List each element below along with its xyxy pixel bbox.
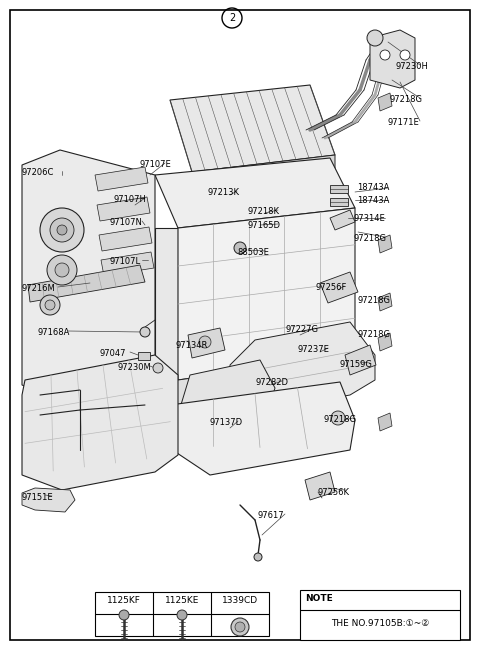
Text: 97168A: 97168A — [38, 328, 71, 337]
Text: 97216M: 97216M — [22, 284, 56, 293]
Text: 97237E: 97237E — [298, 345, 330, 354]
Circle shape — [231, 618, 249, 636]
Circle shape — [400, 50, 410, 60]
Circle shape — [254, 553, 262, 561]
Polygon shape — [320, 272, 358, 303]
Circle shape — [40, 295, 60, 315]
Text: 97047: 97047 — [100, 349, 127, 358]
Polygon shape — [99, 227, 152, 251]
Text: 1125KE: 1125KE — [165, 596, 199, 605]
Circle shape — [367, 30, 383, 46]
Polygon shape — [180, 360, 275, 435]
Text: 88503E: 88503E — [237, 248, 269, 257]
Text: 1125KF: 1125KF — [107, 596, 141, 605]
Text: 97137D: 97137D — [210, 418, 243, 427]
Text: 97165D: 97165D — [248, 221, 281, 230]
Polygon shape — [345, 345, 376, 375]
Polygon shape — [155, 158, 355, 228]
Text: 97218G: 97218G — [354, 234, 387, 243]
Bar — [95, 592, 269, 636]
Circle shape — [234, 242, 246, 254]
Circle shape — [40, 208, 84, 252]
Text: 97107L: 97107L — [110, 257, 141, 266]
Bar — [330, 198, 348, 206]
Polygon shape — [22, 355, 178, 490]
Polygon shape — [378, 413, 392, 431]
Polygon shape — [97, 197, 150, 221]
Text: THE NO.97105B:①~②: THE NO.97105B:①~② — [331, 618, 429, 627]
Polygon shape — [230, 322, 375, 412]
Polygon shape — [378, 235, 392, 253]
Text: 97218G: 97218G — [323, 415, 356, 424]
Polygon shape — [28, 265, 145, 302]
Circle shape — [140, 327, 150, 337]
Text: 97218G: 97218G — [358, 330, 391, 339]
Polygon shape — [165, 382, 355, 475]
Text: 97134R: 97134R — [175, 341, 207, 350]
Bar — [300, 590, 460, 640]
Text: 97617: 97617 — [258, 511, 285, 520]
Bar — [330, 185, 348, 193]
Circle shape — [55, 263, 69, 277]
Text: 97206C: 97206C — [22, 168, 54, 177]
Text: 97151E: 97151E — [22, 493, 54, 502]
Polygon shape — [192, 155, 335, 188]
Polygon shape — [101, 252, 154, 276]
Circle shape — [45, 300, 55, 310]
Text: 18743A: 18743A — [357, 196, 389, 205]
Text: 97107N: 97107N — [110, 218, 143, 227]
Circle shape — [199, 336, 211, 348]
Polygon shape — [330, 210, 355, 230]
Text: 97107E: 97107E — [140, 160, 172, 169]
Text: 1339CD: 1339CD — [222, 596, 258, 605]
Polygon shape — [378, 333, 392, 351]
Text: 97282D: 97282D — [255, 378, 288, 387]
Text: 97107H: 97107H — [113, 195, 146, 204]
Circle shape — [177, 610, 187, 620]
Text: 97218G: 97218G — [358, 296, 391, 305]
Text: 18743A: 18743A — [357, 183, 389, 192]
Polygon shape — [22, 150, 155, 400]
Polygon shape — [22, 488, 75, 512]
Polygon shape — [378, 93, 392, 111]
Text: 97314E: 97314E — [354, 214, 386, 223]
Polygon shape — [155, 355, 355, 408]
Polygon shape — [95, 167, 148, 191]
Text: 97227G: 97227G — [285, 325, 318, 334]
Polygon shape — [378, 293, 392, 311]
Text: 97230M: 97230M — [118, 363, 152, 372]
Polygon shape — [370, 30, 415, 88]
Polygon shape — [170, 85, 335, 172]
Text: 97213K: 97213K — [207, 188, 239, 197]
Polygon shape — [155, 228, 178, 380]
Circle shape — [235, 622, 245, 632]
Circle shape — [331, 411, 345, 425]
Text: NOTE: NOTE — [305, 594, 333, 603]
Circle shape — [380, 50, 390, 60]
Text: 97171E: 97171E — [388, 118, 420, 127]
Polygon shape — [188, 328, 225, 358]
Text: 2: 2 — [229, 13, 235, 23]
Circle shape — [153, 363, 163, 373]
Polygon shape — [305, 472, 335, 500]
Polygon shape — [178, 208, 355, 380]
Circle shape — [119, 610, 129, 620]
Text: 97159G: 97159G — [340, 360, 373, 369]
Text: 97256K: 97256K — [318, 488, 350, 497]
Circle shape — [47, 255, 77, 285]
Text: 97218K: 97218K — [248, 207, 280, 216]
Circle shape — [57, 225, 67, 235]
Text: 97230H: 97230H — [395, 62, 428, 71]
Text: 97218G: 97218G — [390, 95, 423, 104]
Circle shape — [50, 218, 74, 242]
Bar — [138, 352, 150, 360]
Text: 97256F: 97256F — [316, 283, 348, 292]
